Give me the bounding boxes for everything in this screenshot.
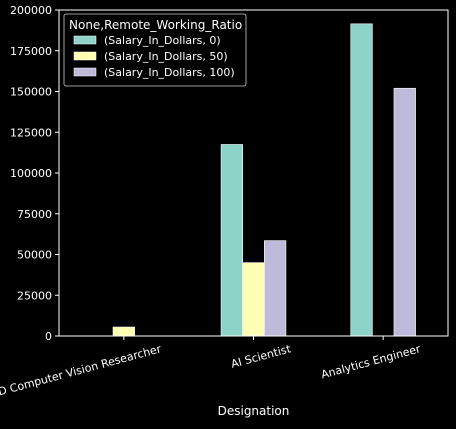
legend-swatch [73, 67, 97, 77]
y-tick-label: 125000 [10, 126, 52, 139]
bar-0-2 [350, 23, 373, 337]
y-tick-label: 175000 [10, 45, 52, 58]
legend-label: (Salary_In_Dollars, 0) [104, 34, 221, 47]
y-tick-label: 0 [45, 330, 52, 343]
legend-label: (Salary_In_Dollars, 100) [104, 66, 235, 79]
bar-1-1 [242, 262, 265, 337]
x-axis-label: Designation [218, 404, 290, 418]
legend-entries: (Salary_In_Dollars, 0) (Salary_In_Dollars… [73, 34, 235, 79]
y-axis: 0 25000 50000 75000 100000 125000 150000 175000… [10, 4, 59, 343]
y-tick-label: 50000 [17, 249, 52, 262]
y-tick-label: 100000 [10, 167, 52, 180]
legend-title: None,Remote_Working_Ratio [69, 18, 242, 32]
bar-2-1 [264, 240, 287, 337]
y-tick-label: 200000 [10, 4, 52, 17]
y-tick-label: 150000 [10, 86, 52, 99]
y-tick-label: 25000 [17, 289, 52, 302]
legend-swatch [73, 35, 97, 45]
legend-swatch [73, 51, 97, 61]
bar-2-2 [393, 87, 416, 337]
bar-0-1 [220, 144, 243, 337]
bar-1-0 [112, 326, 135, 337]
legend: None,Remote_Working_Ratio (Salary_In_Dol… [63, 13, 247, 87]
bars [112, 23, 416, 337]
legend-label: (Salary_In_Dollars, 50) [104, 50, 228, 63]
y-tick-label: 75000 [17, 208, 52, 221]
legend-box [63, 13, 247, 87]
